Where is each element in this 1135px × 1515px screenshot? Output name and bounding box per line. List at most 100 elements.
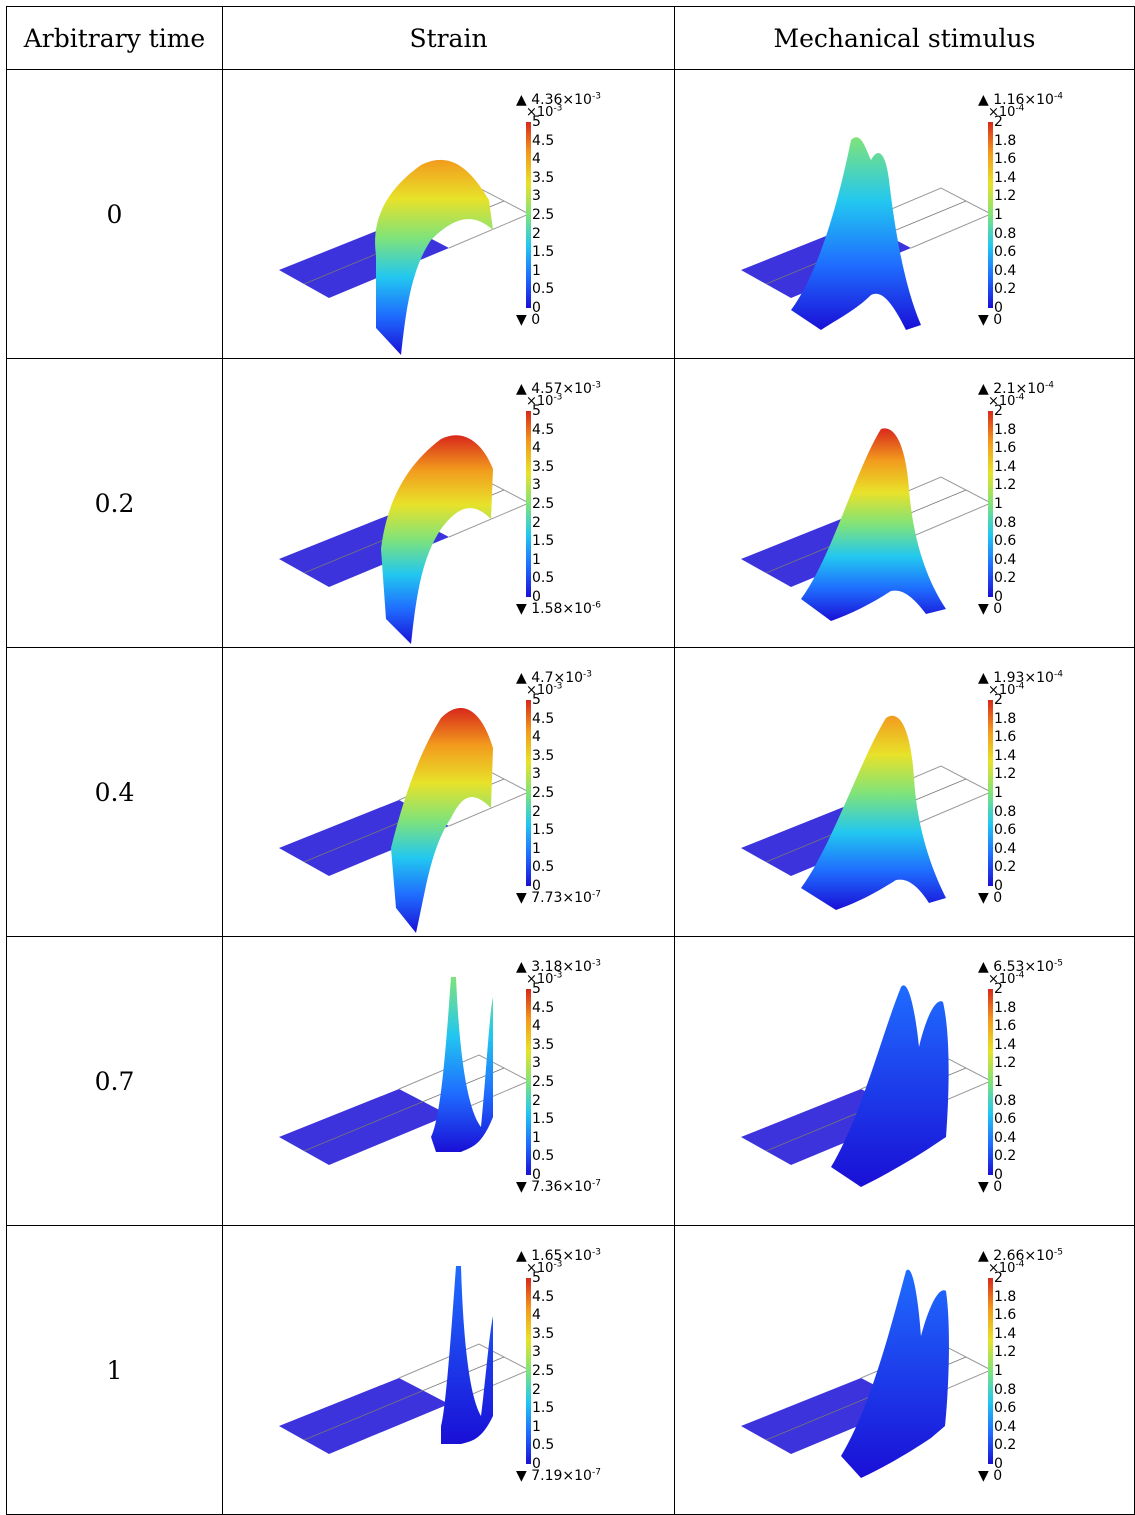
colorbar-tick-label: 1.6 (994, 729, 1017, 746)
surface-ridge (801, 715, 946, 910)
legend-scale: ×10-4 (988, 104, 1063, 120)
colorbar-tick-label: 4 (532, 729, 541, 746)
colorbar-tick-label: 1.2 (994, 1344, 1017, 1361)
colorbar-tick-label: 0 (994, 589, 1003, 605)
legend-scale-value: ×10 (988, 394, 1016, 409)
colorbar-tick-label: 0.4 (994, 551, 1017, 568)
legend-scale-exponent: -3 (553, 392, 563, 403)
time-value: 0 (6, 69, 223, 359)
colorbar-tick-label: 5 (532, 114, 541, 130)
colorbar-tick-label: 1 (532, 551, 541, 568)
colorbar-tick-label: 4.5 (532, 999, 555, 1016)
stimulus-plot-cell: ▲ 1.93×10-4 ×10-4 2 1.8 1.6 1.4 1.2 1 0.8 0.6 0.… (674, 647, 1135, 937)
results-table: Arbitrary time Strain Mechanical stimulu… (6, 6, 1135, 1515)
colorbar-tick-label: 3 (532, 1055, 541, 1072)
legend-scale-exponent: -3 (553, 970, 563, 981)
colorbar-tick-label: 1.5 (532, 822, 555, 839)
legend-max-value: 4.57×10 (531, 381, 592, 397)
colorbar-tick-label: 2 (532, 803, 541, 820)
colorbar-tick-label: 4 (532, 1018, 541, 1035)
colorbar-tick-label: 4 (532, 1307, 541, 1324)
color-legend: ▲ 4.7×10-3 ×10-3 5 4.5 4 3.5 3 2.5 2 1.5 1 0.5 0 ▼… (516, 670, 601, 906)
strain-surface-image (279, 435, 531, 644)
legend-max: ▲ 1.16×10-4 (978, 92, 1063, 108)
legend-scale-exponent: -4 (1015, 681, 1025, 692)
surface-ridge (441, 1266, 493, 1444)
colorbar (988, 411, 993, 597)
colorbar (526, 700, 531, 886)
legend-max-exponent: -5 (1053, 1247, 1063, 1258)
surface-ridge (791, 137, 921, 330)
stimulus-plot-cell: ▲ 2.66×10-5 ×10-4 2 1.8 1.6 1.4 1.2 1 0.8 0.6 0.… (674, 1225, 1135, 1515)
up-triangle-icon: ▲ (978, 381, 989, 397)
legend-min-value: 7.19×10 (531, 1468, 592, 1484)
color-legend: ▲ 4.36×10-3 ×10-3 5 4.5 4 3.5 3 2.5 2 1.5 1 0.5 0 … (516, 92, 601, 328)
legend-scale-exponent: -4 (1015, 1259, 1025, 1270)
legend-scale: ×10-3 (526, 104, 601, 120)
legend-min: ▼ 0 (978, 601, 1054, 617)
legend-min-value: 7.73×10 (531, 890, 592, 906)
strain-plot-cell: ▲ 3.18×10-3 ×10-3 5 4.5 4 3.5 3 2.5 2 1.5 1 0.5 0 … (222, 936, 675, 1226)
surface-plot (279, 977, 531, 1165)
legend-scale-exponent: -3 (553, 681, 563, 692)
strain-plot-cell: ▲ 4.57×10-3 ×10-3 5 4.5 4 3.5 3 2.5 2 1.5 1 0.5 0 … (222, 358, 675, 648)
strain-plot-cell: ▲ 4.36×10-3 ×10-3 5 4.5 4 3.5 3 2.5 2 1.5 1 0.5 0 … (222, 69, 675, 359)
colorbar-tick-label: 0.2 (994, 1148, 1017, 1165)
colorbar-tick-label: 0.6 (994, 533, 1017, 550)
colorbar-tick-label: 2 (994, 981, 1003, 997)
colorbar-tick-label: 0.5 (532, 1437, 555, 1454)
legend-max-exponent: -3 (591, 380, 601, 391)
colorbar-tick-label: 1.8 (994, 421, 1017, 438)
legend-scale: ×10-3 (526, 392, 601, 409)
legend-min: ▼ 1.58×10-6 (516, 601, 601, 617)
colorbar (988, 989, 993, 1175)
surface-plot (741, 137, 993, 330)
legend-scale-value: ×10 (526, 683, 554, 698)
stimulus-plot-cell: ▲ 1.16×10-4 ×10-4 2 1.8 1.6 1.4 1.2 1 0.8 0.6 0.… (674, 69, 1135, 359)
colorbar-tick-label: 4.5 (532, 710, 555, 727)
colorbar (526, 122, 531, 308)
color-legend: ▲ 2.66×10-5 ×10-4 2 1.8 1.6 1.4 1.2 1 0.8 0.6 0.… (978, 1248, 1063, 1484)
legend-max-value: 4.7×10 (531, 670, 584, 686)
colorbar-tick-label: 2.5 (532, 496, 555, 512)
legend-min: ▼ 0 (516, 312, 601, 328)
colorbar-tick-label: 2 (994, 114, 1003, 130)
up-triangle-icon: ▲ (978, 92, 989, 108)
colorbar-tick-label: 2 (994, 692, 1003, 708)
legend-scale-value: ×10 (988, 683, 1016, 698)
legend-min: ▼ 0 (978, 312, 1063, 328)
legend-scale: ×10-3 (526, 970, 601, 987)
strain-surface-image (279, 159, 531, 355)
legend-max-exponent: -3 (591, 91, 601, 102)
legend-max-exponent: -4 (1045, 380, 1055, 391)
legend-scale: ×10-3 (526, 1259, 601, 1276)
colorbar-tick-label: 1.6 (994, 440, 1017, 457)
colorbar-tick-label: 0.4 (994, 1129, 1017, 1146)
colorbar-tick-label: 1.6 (994, 1307, 1017, 1324)
stimulus-surface-image (741, 1269, 993, 1478)
legend-scale-exponent: -3 (553, 1259, 563, 1270)
colorbar-tick-label: 1.6 (994, 1018, 1017, 1035)
colorbar-tick-label: 0 (994, 878, 1003, 894)
down-triangle-icon: ▼ (978, 1468, 989, 1484)
down-triangle-icon: ▼ (516, 312, 527, 328)
up-triangle-icon: ▲ (516, 1248, 527, 1264)
colorbar-tick-label: 0 (532, 1456, 541, 1472)
colorbar-tick-label: 4 (532, 440, 541, 457)
surface-plot (741, 715, 993, 910)
down-triangle-icon: ▼ (978, 601, 989, 617)
colorbar-tick-label: 0 (994, 300, 1003, 316)
colorbar-tick-label: 4 (532, 151, 541, 168)
colorbar-tick-label: 1.4 (994, 1036, 1017, 1053)
colorbar-tick-label: 2 (532, 514, 541, 531)
base-plate (279, 1089, 449, 1165)
colorbar-tick-label: 0.4 (994, 840, 1017, 857)
colorbar-tick-label: 4.5 (532, 421, 555, 438)
legend-scale-value: ×10 (526, 105, 554, 120)
down-triangle-icon: ▼ (516, 1468, 527, 1484)
legend-min: ▼ 0 (978, 890, 1063, 906)
colorbar-tick-label: 1.5 (532, 1400, 555, 1417)
legend-min: ▼ 0 (978, 1179, 1063, 1195)
colorbar-tick-label: 1.2 (994, 1055, 1017, 1072)
colorbar-tick-label: 1 (994, 785, 1003, 801)
